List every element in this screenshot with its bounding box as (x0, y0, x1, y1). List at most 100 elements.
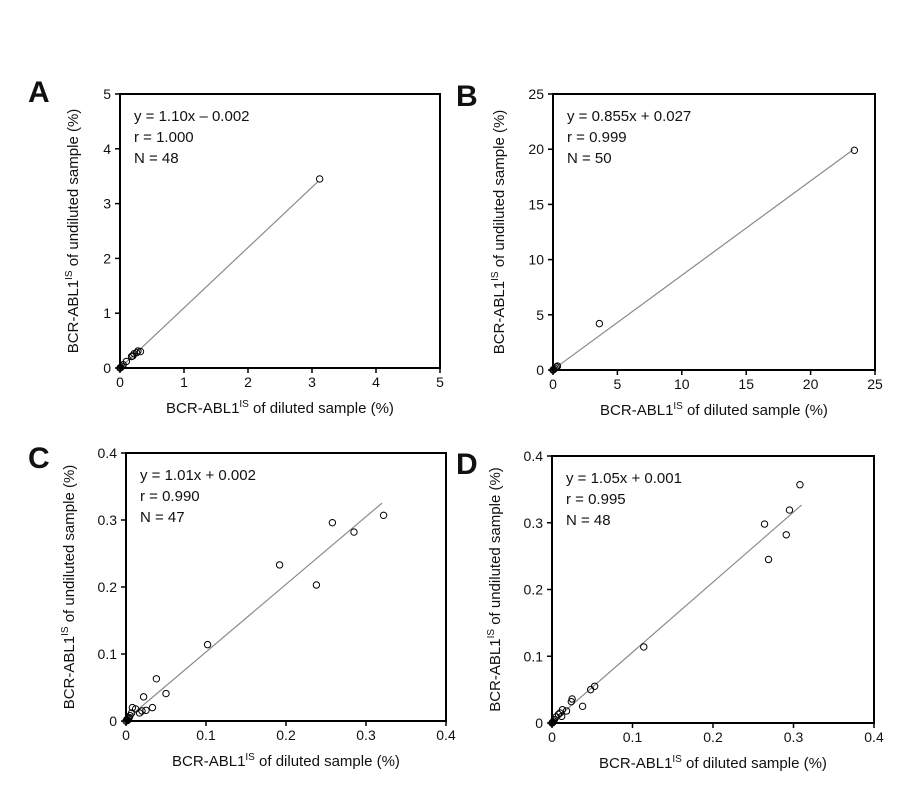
data-point (562, 707, 571, 715)
x-tick-label: 15 (738, 376, 754, 392)
y-tick-label: 5 (103, 86, 111, 102)
data-point (379, 511, 388, 520)
y-axis-label: BCR-ABL1IS of undiluted sample (%) (64, 109, 82, 354)
x-axis-label: BCR-ABL1IS of diluted sample (%) (599, 754, 827, 772)
data-point (127, 352, 136, 361)
x-axis-label-prefix: BCR-ABL1 (166, 400, 239, 417)
regression-line (125, 502, 383, 721)
data-point (764, 555, 773, 564)
y-tick-label: 2 (103, 250, 111, 266)
data-point (350, 528, 358, 536)
y-tick-label: 0 (536, 362, 544, 378)
equation-annotation: N = 47 (140, 509, 185, 526)
y-axis-label-prefix: BCR-ABL1 (61, 636, 78, 709)
x-tick-label: 1 (180, 374, 188, 390)
origin-cluster-point (118, 364, 124, 370)
origin-cluster-point (550, 719, 556, 725)
y-tick-label: 0 (103, 360, 111, 376)
x-axis-label: BCR-ABL1IS of diluted sample (%) (600, 401, 828, 419)
x-axis-label-superscript: IS (245, 752, 255, 763)
x-axis-label: BCR-ABL1IS of diluted sample (%) (172, 752, 400, 770)
panel-letter: C (28, 442, 50, 475)
x-tick-label: 2 (244, 374, 252, 390)
equation-annotation: y = 1.10x – 0.002 (134, 108, 250, 125)
data-point (139, 693, 148, 701)
panel-d: D 0 0.1 0.2 0.3 0.4 0 0.1 0.2 0.3 0.4 y = 1.05x + 0… (456, 448, 884, 772)
y-tick-label: 0.3 (98, 512, 118, 528)
y-tick-label: 0.1 (524, 648, 544, 664)
y-axis-label: BCR-ABL1IS of undiluted sample (%) (60, 465, 78, 710)
x-tick-label: 5 (614, 376, 622, 392)
x-tick-label: 10 (674, 376, 690, 392)
x-tick-label: 20 (803, 376, 819, 392)
y-axis-label-suffix: of undiluted sample (%) (487, 467, 504, 629)
equation-annotation: r = 0.995 (566, 491, 626, 508)
y-axis-label-prefix: BCR-ABL1 (487, 638, 504, 711)
y-tick-label: 0.4 (98, 445, 118, 461)
x-tick-label: 0.3 (356, 727, 376, 743)
x-tick-label: 0.1 (196, 727, 216, 743)
x-axis-label-prefix: BCR-ABL1 (172, 753, 245, 770)
y-tick-label: 25 (528, 86, 544, 102)
x-axis-label-superscript: IS (239, 399, 249, 410)
x-tick-label: 0.2 (276, 727, 296, 743)
equation-annotation: r = 0.999 (567, 129, 627, 146)
data-point (640, 643, 648, 651)
x-axis-label-suffix: of diluted sample (%) (249, 400, 394, 417)
panel-b: B 0 5 10 15 20 25 0 5 10 15 20 25 y = 0.855x + 0.027 r… (456, 80, 883, 419)
data-point (142, 706, 150, 714)
data-point (131, 705, 140, 713)
y-axis-label: BCR-ABL1IS of undiluted sample (%) (486, 467, 504, 712)
data-point (782, 531, 790, 539)
equation-annotation: y = 1.01x + 0.002 (140, 467, 256, 484)
data-point (138, 707, 146, 715)
regression-line (551, 504, 802, 723)
y-axis-label-superscript: IS (486, 629, 497, 639)
data-point (312, 581, 321, 589)
panel-letter: A (28, 76, 50, 109)
x-axis-label-suffix: of diluted sample (%) (682, 755, 827, 772)
origin-cluster-point (551, 366, 557, 372)
x-tick-label: 0 (548, 729, 556, 745)
y-tick-label: 20 (528, 141, 544, 157)
x-axis-label-suffix: of diluted sample (%) (255, 753, 400, 770)
data-point (567, 697, 576, 706)
y-tick-label: 0 (535, 715, 543, 731)
data-point (275, 561, 284, 569)
x-tick-label: 0.2 (703, 729, 723, 745)
x-tick-label: 0.1 (623, 729, 643, 745)
equation-annotation: N = 48 (566, 512, 611, 529)
x-axis-label-prefix: BCR-ABL1 (600, 402, 673, 419)
y-tick-label: 3 (103, 196, 111, 212)
data-point (760, 520, 769, 528)
equation-annotation: r = 0.990 (140, 488, 200, 505)
y-tick-label: 5 (536, 307, 544, 323)
y-axis-label-suffix: of undiluted sample (%) (491, 110, 508, 272)
data-point (315, 175, 324, 183)
y-tick-label: 10 (528, 252, 544, 268)
origin-cluster-point (124, 717, 130, 723)
data-point (578, 702, 587, 711)
x-tick-label: 25 (867, 376, 883, 392)
data-point (203, 640, 212, 649)
data-point (590, 682, 599, 690)
y-tick-label: 0.2 (524, 582, 544, 598)
y-axis-label-suffix: of undiluted sample (%) (61, 465, 78, 627)
data-point (148, 703, 157, 712)
y-axis-label-prefix: BCR-ABL1 (491, 281, 508, 354)
regression-line (119, 180, 319, 369)
y-tick-label: 0.1 (98, 646, 118, 662)
x-tick-label: 0.3 (784, 729, 804, 745)
x-tick-label: 0 (122, 727, 130, 743)
plot-frame (119, 93, 441, 369)
x-tick-label: 4 (372, 374, 380, 390)
y-tick-label: 1 (103, 305, 111, 321)
panel-a: A 0 1 2 3 4 5 0 1 2 3 4 5 y = 1.10x – 0.002 r = 1.000 N… (28, 76, 444, 417)
equation-annotation: y = 0.855x + 0.027 (567, 108, 691, 125)
panel-letter: B (456, 80, 478, 113)
plot-frame (552, 93, 876, 371)
x-axis-label-superscript: IS (672, 754, 682, 765)
y-tick-label: 0.4 (524, 448, 544, 464)
data-point (328, 518, 337, 527)
